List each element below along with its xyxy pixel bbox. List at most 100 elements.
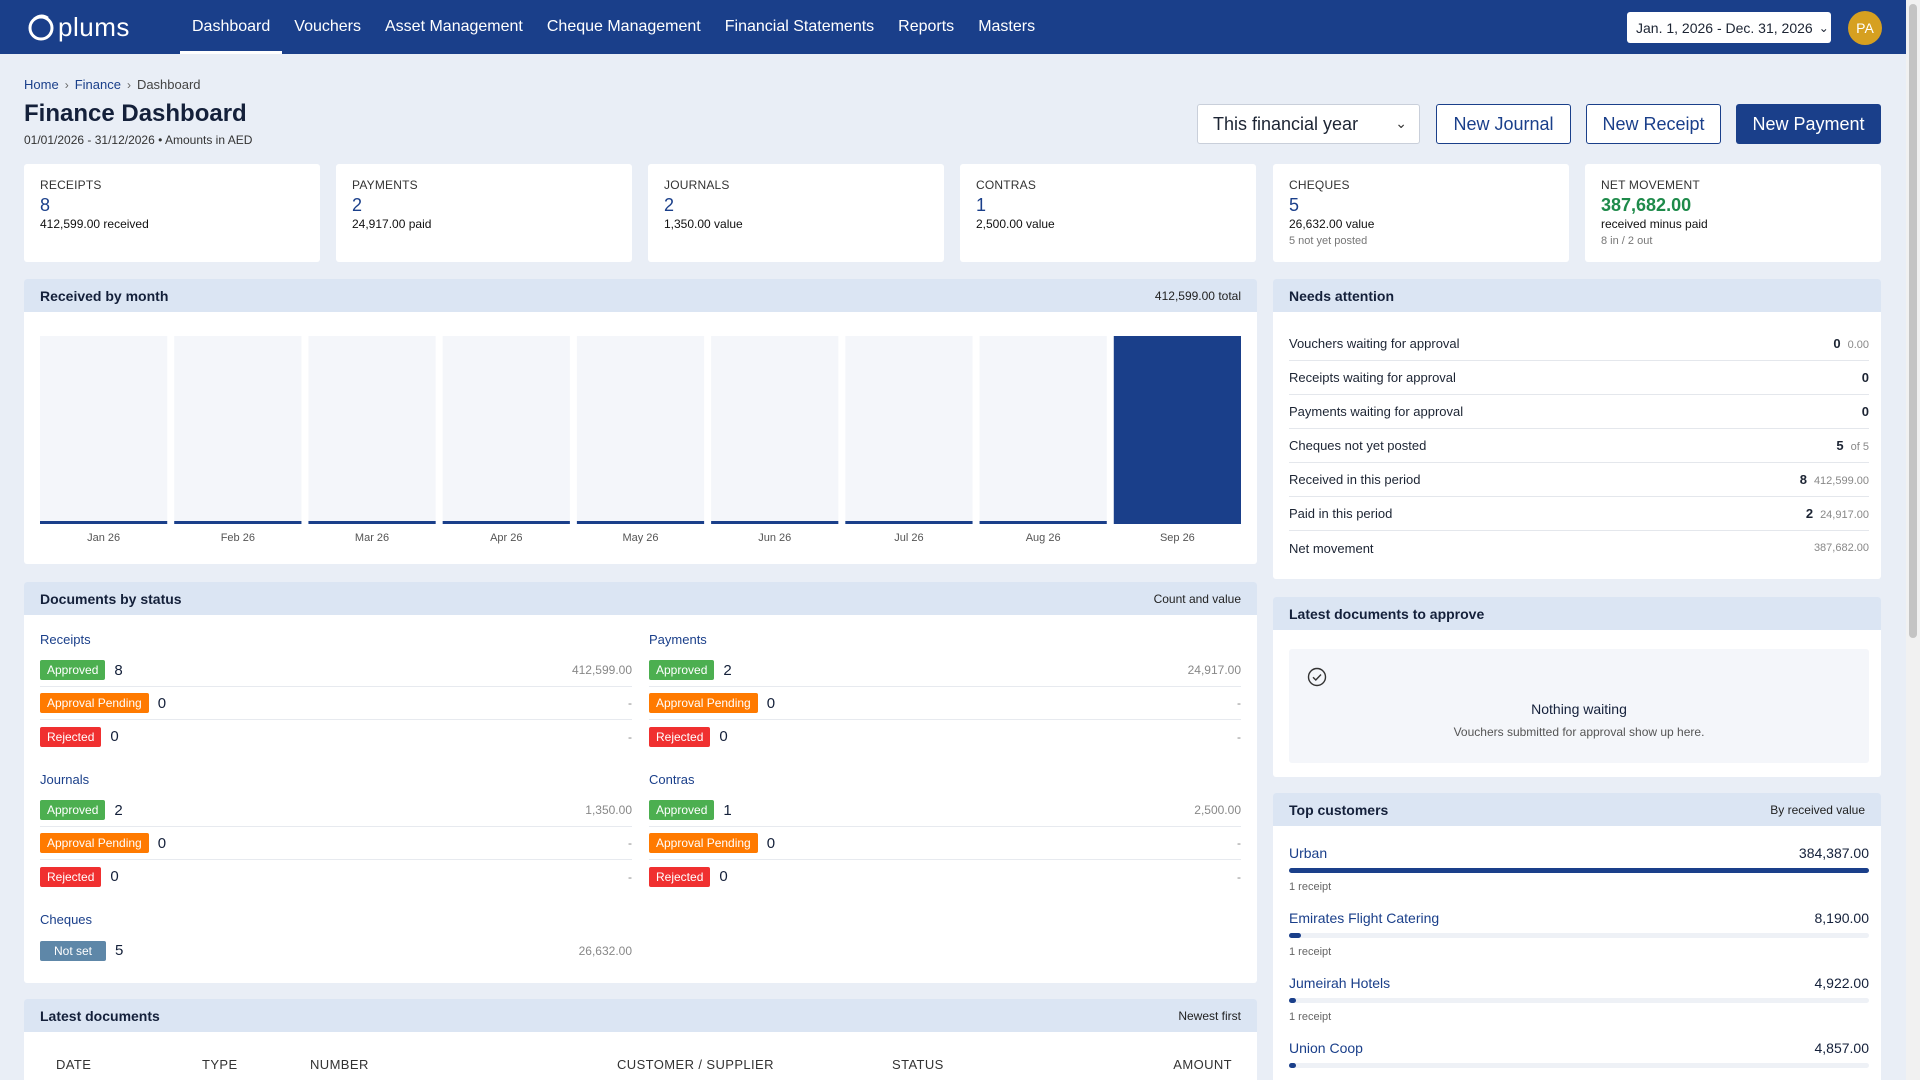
panel-title: Received by month: [40, 287, 169, 304]
breadcrumb-home[interactable]: Home: [24, 77, 59, 92]
status-row[interactable]: Rejected 0 -: [649, 720, 1241, 753]
main-nav: Dashboard Vouchers Asset Management Cheq…: [180, 0, 1047, 54]
kpi-payments[interactable]: PAYMENTS 2 24,917.00 paid: [336, 164, 632, 262]
nav-cheque-management[interactable]: Cheque Management: [546, 18, 701, 35]
needs-attention-panel: Needs attention Vouchers waiting for app…: [1273, 279, 1881, 579]
top-nav-bar: plums Dashboard Vouchers Asset Managemen…: [0, 0, 1906, 54]
breadcrumb-current: Dashboard: [136, 77, 201, 92]
nav-reports[interactable]: Reports: [898, 18, 955, 35]
status-row[interactable]: Approved 2 24,917.00: [649, 654, 1241, 687]
bar-jul-26[interactable]: [845, 521, 973, 524]
customer-share-bar: [1289, 1063, 1297, 1068]
status-row[interactable]: Approval Pending 0 -: [649, 827, 1241, 860]
nav-asset-management[interactable]: Asset Management: [385, 18, 523, 35]
status-row[interactable]: Approval Pending 0 -: [40, 687, 632, 720]
status-badge-pending: Approval Pending: [40, 693, 149, 713]
nav-masters[interactable]: Masters: [978, 18, 1036, 35]
new-payment-button[interactable]: New Payment: [1736, 104, 1881, 144]
column-header-date[interactable]: DATE: [56, 1057, 92, 1072]
customer-item[interactable]: Urban 384,387.00 1 receipt: [1289, 845, 1869, 893]
column-header-customer-supplier[interactable]: CUSTOMER / SUPPLIER: [617, 1057, 774, 1072]
customer-name[interactable]: Emirates Flight Catering: [1289, 910, 1440, 926]
customer-item[interactable]: Jumeirah Hotels 4,922.00 1 receipt: [1289, 975, 1869, 1023]
kpi-receipts[interactable]: RECEIPTS 8 412,599.00 received: [24, 164, 320, 262]
breadcrumb-finance[interactable]: Finance: [74, 77, 121, 92]
panel-header: Top customers By received value: [1273, 793, 1881, 826]
page-scrollbar[interactable]: [1906, 0, 1920, 1080]
kpi-cheques[interactable]: CHEQUES 5 26,632.00 value 5 not yet post…: [1273, 164, 1569, 262]
user-avatar[interactable]: PA: [1848, 11, 1882, 45]
status-row[interactable]: Rejected 0 -: [649, 860, 1241, 893]
customer-share-track: [1289, 1063, 1869, 1068]
group-title-journals[interactable]: Journals: [40, 772, 90, 787]
nav-dashboard[interactable]: Dashboard: [180, 0, 283, 54]
bar-mar-26[interactable]: [308, 521, 436, 524]
kpi-net-movement[interactable]: NET MOVEMENT 387,682.00 received minus p…: [1585, 164, 1881, 262]
status-row[interactable]: Rejected 0 -: [40, 860, 632, 893]
status-row[interactable]: Approved 8 412,599.00: [40, 654, 632, 687]
x-tick-label: Jun 26: [758, 532, 791, 544]
column-header-amount[interactable]: AMOUNT: [1173, 1057, 1232, 1072]
customer-item[interactable]: Union Coop 4,857.00: [1289, 1040, 1869, 1068]
attn-row-payments-waiting[interactable]: Payments waiting for approval 0: [1289, 395, 1869, 429]
customer-name[interactable]: Union Coop: [1289, 1040, 1363, 1056]
status-row[interactable]: Approved 1 2,500.00: [649, 794, 1241, 827]
attn-row-paid[interactable]: Paid in this period 2 24,917.00: [1289, 497, 1869, 531]
nav-financial-statements[interactable]: Financial Statements: [724, 18, 875, 35]
bar-jun-26[interactable]: [711, 521, 839, 524]
status-amount: -: [628, 869, 632, 884]
group-title-receipts[interactable]: Receipts: [40, 632, 91, 647]
customer-share-track: [1289, 998, 1869, 1003]
attn-row-receipts-waiting[interactable]: Receipts waiting for approval 0: [1289, 361, 1869, 395]
customer-amount: 384,387.00: [1798, 845, 1869, 861]
bar-sep-26[interactable]: [1113, 336, 1241, 524]
status-amount: -: [628, 729, 632, 744]
x-tick-label: Jan 26: [87, 532, 120, 544]
status-badge-approved: Approved: [649, 800, 715, 820]
status-row[interactable]: Not set 5 26,632.00: [40, 934, 632, 967]
x-tick-label: Mar 26: [355, 532, 389, 544]
kpi-label: CONTRAS: [976, 178, 1037, 192]
panel-header: Latest documents Newest first: [24, 999, 1257, 1032]
panel-meta: By received value: [1770, 802, 1865, 817]
nav-vouchers[interactable]: Vouchers: [294, 18, 361, 35]
column-header-status[interactable]: STATUS: [892, 1057, 944, 1072]
column-header-number[interactable]: NUMBER: [310, 1057, 369, 1072]
group-title-payments[interactable]: Payments: [649, 632, 707, 647]
plums-logo[interactable]: plums: [26, 12, 154, 43]
group-title-cheques[interactable]: Cheques: [40, 912, 93, 927]
attn-row-vouchers-waiting[interactable]: Vouchers waiting for approval 0 0.00: [1289, 327, 1869, 361]
bar-background: [442, 336, 570, 524]
new-journal-button[interactable]: New Journal: [1436, 104, 1571, 144]
kpi-contras[interactable]: CONTRAS 1 2,500.00 value: [960, 164, 1256, 262]
bar-aug-26[interactable]: [979, 521, 1107, 524]
attn-row-net-movement[interactable]: Net movement 387,682.00: [1289, 531, 1869, 565]
status-badge-not-set: Not set: [40, 940, 107, 961]
bar-jan-26[interactable]: [40, 521, 168, 524]
kpi-sub2: 8 in / 2 out: [1601, 235, 1653, 247]
new-receipt-button[interactable]: New Receipt: [1586, 104, 1721, 144]
status-badge-rejected: Rejected: [649, 866, 711, 887]
column-header-type[interactable]: TYPE: [202, 1057, 238, 1072]
bar-apr-26[interactable]: [442, 521, 570, 524]
kpi-journals[interactable]: JOURNALS 2 1,350.00 value: [648, 164, 944, 262]
period-select[interactable]: This financial year ⌄: [1197, 104, 1420, 144]
status-row[interactable]: Approval Pending 0 -: [40, 827, 632, 860]
scrollbar-thumb[interactable]: [1909, 4, 1917, 638]
bar-feb-26[interactable]: [174, 521, 302, 524]
customer-item[interactable]: Emirates Flight Catering 8,190.00 1 rece…: [1289, 910, 1869, 958]
status-row[interactable]: Approved 2 1,350.00: [40, 794, 632, 827]
panel-meta: Count and value: [1153, 591, 1241, 606]
attn-row-received[interactable]: Received in this period 8 412,599.00: [1289, 463, 1869, 497]
group-title-contras[interactable]: Contras: [649, 772, 695, 787]
status-row[interactable]: Rejected 0 -: [40, 720, 632, 753]
date-range-picker[interactable]: Jan. 1, 2026 - Dec. 31, 2026 ⌄: [1627, 12, 1831, 43]
attn-row-cheques-not-posted[interactable]: Cheques not yet posted 5 of 5: [1289, 429, 1869, 463]
customer-name[interactable]: Urban: [1289, 845, 1328, 861]
customer-note: 1 receipt: [1289, 946, 1332, 958]
top-customers-panel: Top customers By received value Urban 38…: [1273, 793, 1881, 1080]
status-row[interactable]: Approval Pending 0 -: [649, 687, 1241, 720]
bar-may-26[interactable]: [576, 521, 705, 524]
status-badge-rejected: Rejected: [40, 726, 102, 747]
customer-name[interactable]: Jumeirah Hotels: [1289, 975, 1391, 991]
